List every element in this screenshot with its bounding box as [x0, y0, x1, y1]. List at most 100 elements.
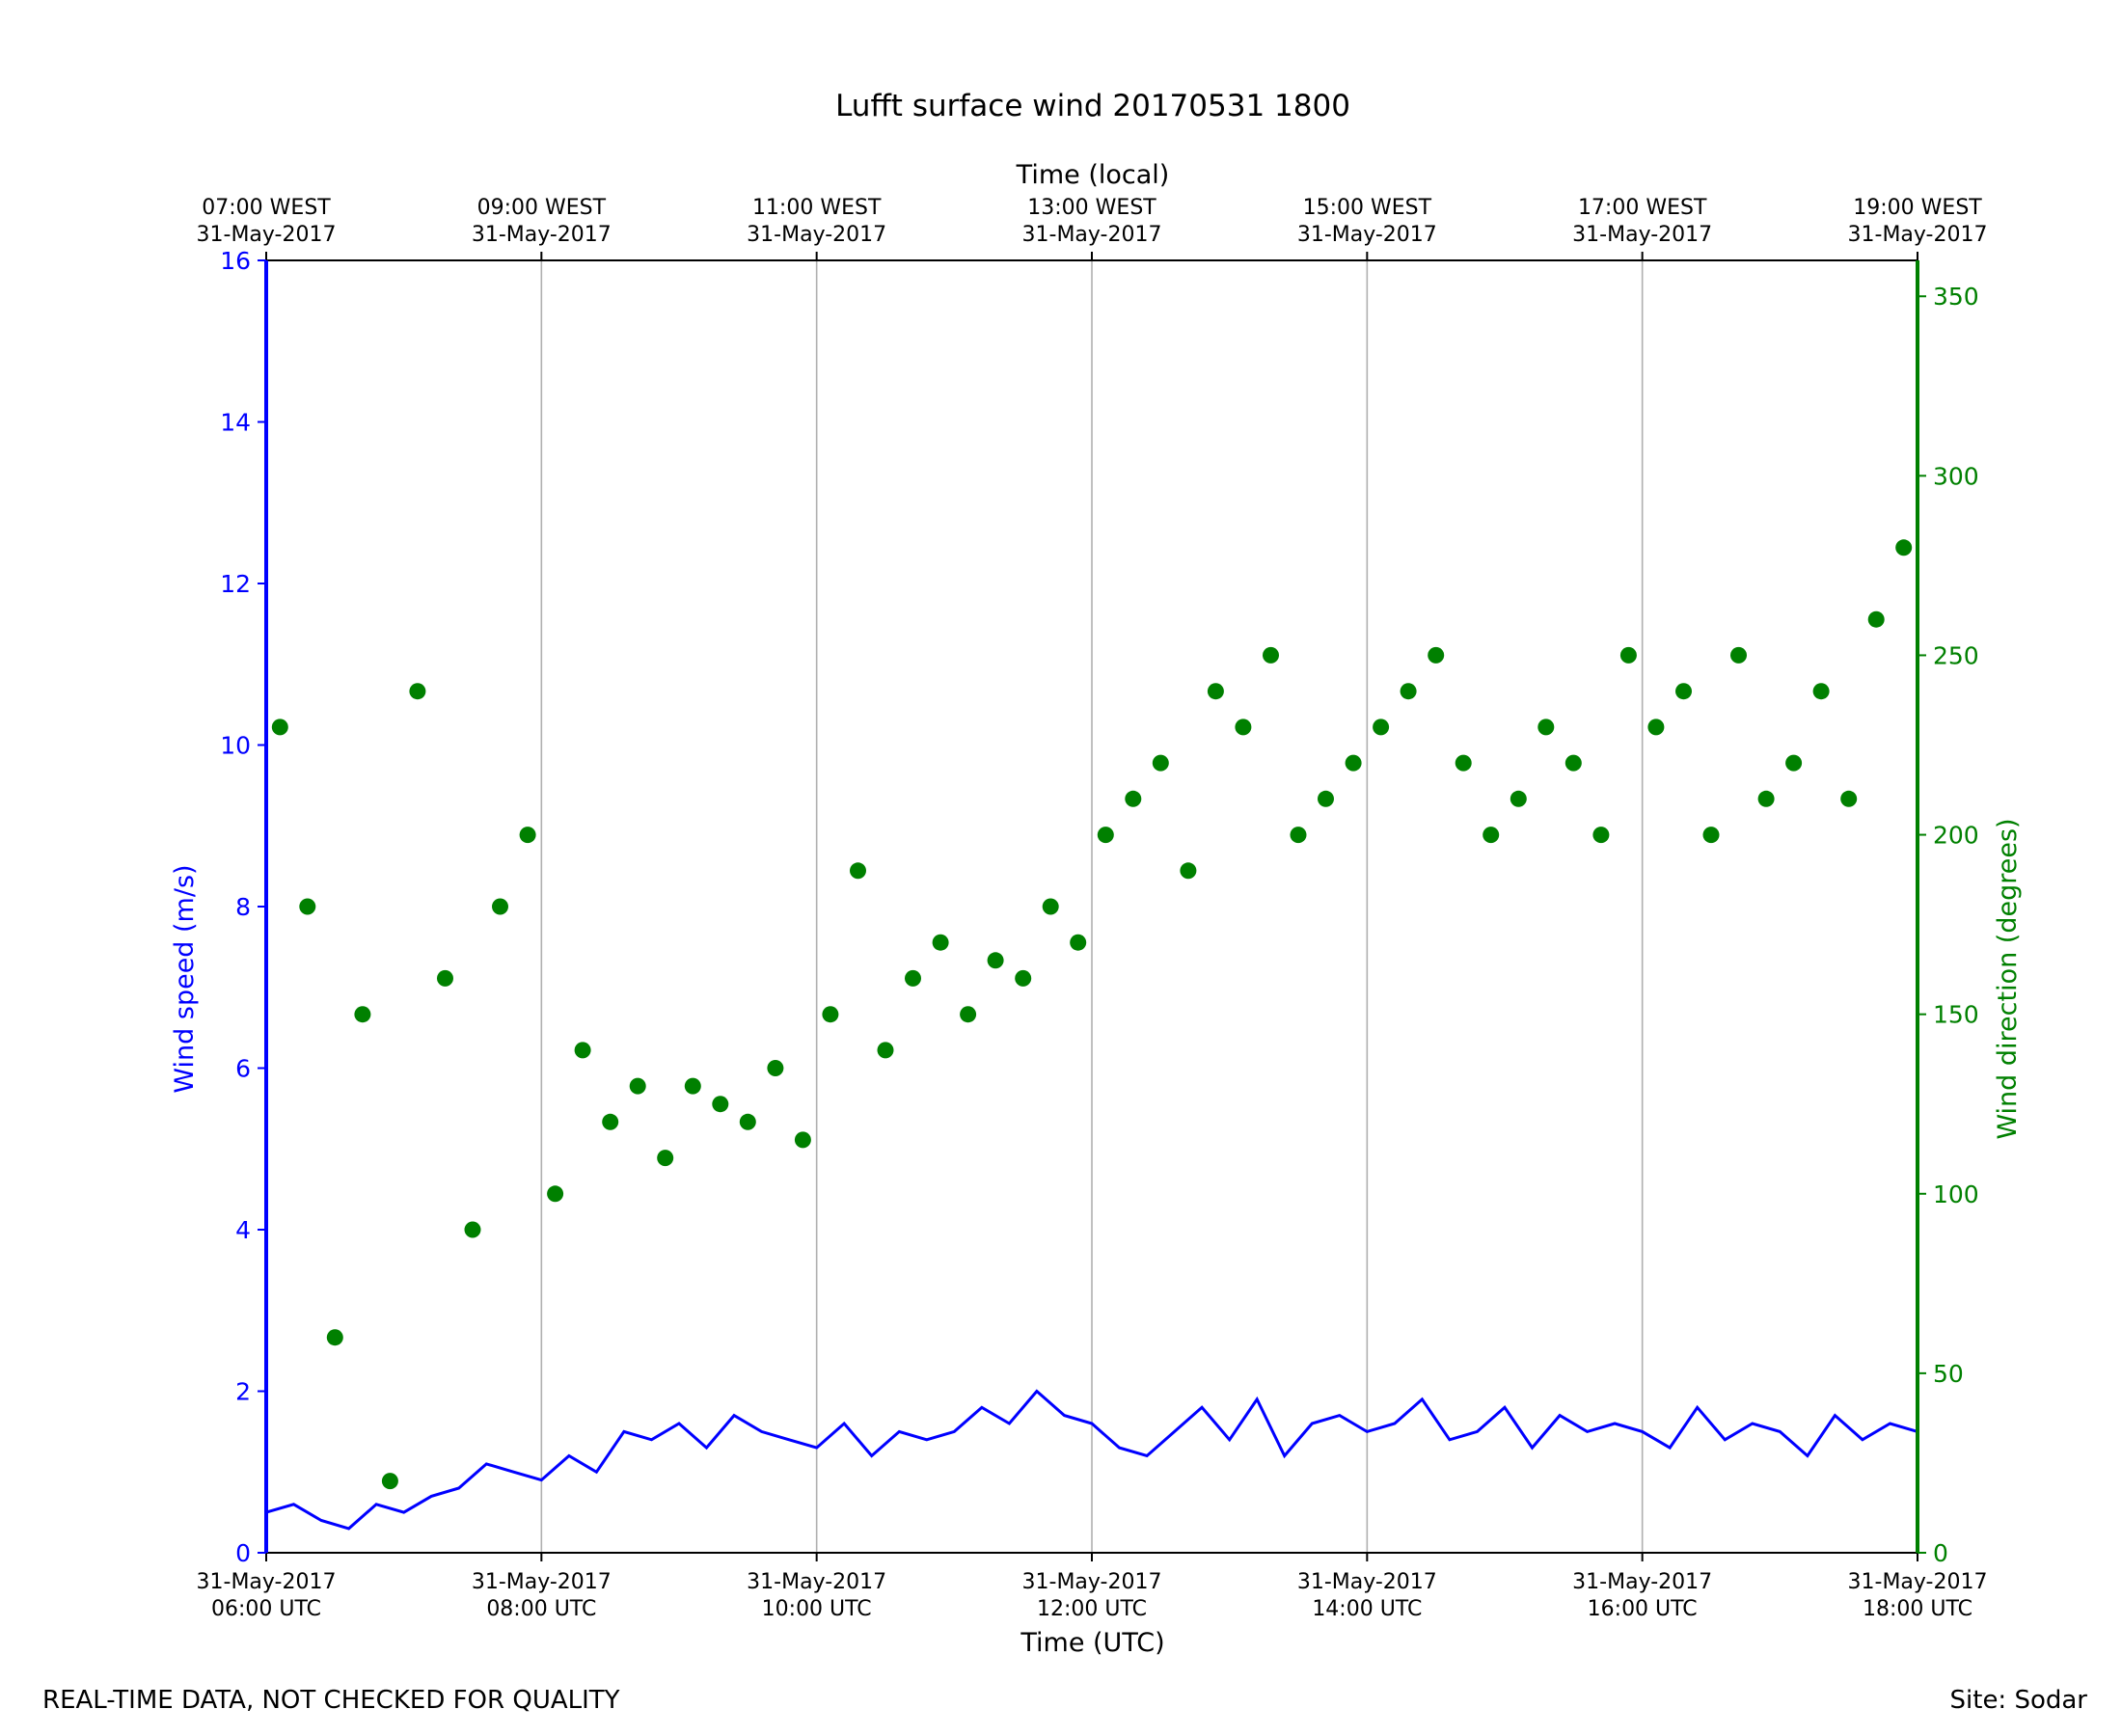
wind-direction-point [1207, 683, 1224, 700]
x-tick-label-top-time: 09:00 WEST [477, 196, 607, 220]
wind-direction-point [381, 1473, 398, 1490]
y-left-tick-label: 14 [220, 409, 251, 437]
y-right-tick-label: 0 [1933, 1539, 1948, 1567]
y-right-tick-label: 50 [1933, 1360, 1964, 1388]
wind-direction-point [1867, 610, 1885, 628]
right-axis-label: Wind direction (degrees) [1993, 818, 2023, 1139]
bottom-axis-label: Time (UTC) [1020, 1628, 1164, 1658]
y-left-tick-label: 4 [235, 1216, 251, 1244]
x-tick-label-top-time: 13:00 WEST [1027, 196, 1156, 220]
wind-direction-point [629, 1077, 646, 1095]
wind-direction-point [1400, 683, 1417, 700]
wind-direction-point [1564, 754, 1582, 772]
wind-direction-point [1619, 646, 1637, 664]
wind-direction-point [1757, 790, 1775, 807]
y-left-tick-label: 12 [220, 570, 251, 598]
y-right-tick-label: 100 [1933, 1180, 1979, 1208]
wind-direction-point [299, 898, 316, 915]
x-tick-label-bottom-time: 10:00 UTC [762, 1597, 872, 1621]
x-tick-label-bottom-date: 31-May-2017 [197, 1570, 337, 1594]
wind-direction-point [1235, 719, 1252, 736]
y-right-tick-label: 350 [1933, 283, 1979, 311]
x-tick-label-bottom-time: 08:00 UTC [486, 1597, 596, 1621]
x-tick-label-bottom-time: 14:00 UTC [1312, 1597, 1422, 1621]
x-tick-label-bottom-date: 31-May-2017 [1022, 1570, 1162, 1594]
quality-disclaimer: REAL-TIME DATA, NOT CHECKED FOR QUALITY [42, 1686, 620, 1715]
grid-lines [540, 260, 1644, 1553]
wind-direction-point [1015, 969, 1032, 987]
wind-direction-point [794, 1131, 811, 1149]
wind-direction-point [822, 1006, 839, 1023]
wind-direction-point [492, 898, 508, 915]
wind-direction-point [1318, 790, 1334, 807]
x-tick-label-top-date: 31-May-2017 [197, 223, 337, 247]
wind-direction-point [1812, 683, 1830, 700]
wind-direction-point [1070, 934, 1087, 951]
wind-direction-point [574, 1042, 591, 1059]
chart-title: Lufft surface wind 20170531 1800 [835, 89, 1350, 123]
wind-direction-point [1785, 754, 1803, 772]
x-tick-label-top-date: 31-May-2017 [1297, 223, 1437, 247]
wind-direction-point [1455, 754, 1472, 772]
wind-direction-point [850, 862, 866, 880]
wind-direction-point [1345, 754, 1362, 772]
axes-layer: 31-May-2017 06:00 UTC 07:00 WEST 31-May-201… [197, 196, 1988, 1621]
y-left-tick-label: 10 [220, 732, 251, 760]
wind-direction-point [1373, 719, 1390, 736]
y-right-tick-label: 300 [1933, 462, 1979, 490]
x-tick-label-bottom-time: 16:00 UTC [1588, 1597, 1698, 1621]
wind-direction-point [547, 1185, 564, 1203]
x-tick-label-top-date: 31-May-2017 [1572, 223, 1712, 247]
wind-direction-point [1152, 754, 1169, 772]
wind-direction-point [905, 969, 921, 987]
wind-direction-point [767, 1060, 784, 1076]
wind-direction-point [932, 934, 949, 951]
y-left-tick-label: 8 [235, 893, 251, 921]
x-tick-label-top-date: 31-May-2017 [747, 223, 886, 247]
x-tick-label-top-time: 19:00 WEST [1853, 196, 1982, 220]
site-label: Site: Sodar [1949, 1686, 2087, 1715]
wind-direction-point [602, 1113, 619, 1130]
x-tick-label-top-time: 15:00 WEST [1303, 196, 1432, 220]
x-tick-label-bottom-date: 31-May-2017 [1297, 1570, 1437, 1594]
x-tick-label-bottom-date: 31-May-2017 [1572, 1570, 1712, 1594]
wind-direction-point [1042, 898, 1059, 915]
wind-direction-point [1840, 790, 1858, 807]
wind-direction-point [1125, 790, 1142, 807]
y-right-tick-label: 200 [1933, 822, 1979, 850]
wind-direction-point [1592, 827, 1610, 844]
wind-direction-point [1675, 683, 1692, 700]
wind-direction-point [1483, 827, 1500, 844]
wind-direction-point [1895, 539, 1913, 556]
x-tick-label-top-time: 11:00 WEST [752, 196, 882, 220]
wind-direction-point [877, 1042, 894, 1059]
wind-direction-point [1263, 646, 1279, 664]
top-axis-label: Time (local) [1016, 160, 1170, 190]
y-left-tick-label: 16 [220, 247, 251, 275]
y-right-tick-label: 150 [1933, 1001, 1979, 1029]
wind-direction-point [354, 1006, 371, 1023]
wind-direction-point [271, 719, 288, 736]
y-right-tick-label: 250 [1933, 641, 1979, 669]
wind-direction-point [1647, 719, 1665, 736]
series-layer [265, 539, 1918, 1531]
wind-direction-point [684, 1077, 701, 1095]
wind-direction-point [1428, 646, 1445, 664]
wind-speed-line [265, 1389, 1918, 1531]
left-axis-label: Wind speed (m/s) [170, 864, 200, 1093]
x-tick-label-bottom-time: 06:00 UTC [211, 1597, 321, 1621]
wind-direction-point [1702, 827, 1720, 844]
wind-direction-point [1537, 719, 1555, 736]
x-tick-label-bottom-date: 31-May-2017 [472, 1570, 612, 1594]
y-left-tick-label: 2 [235, 1378, 251, 1406]
wind-direction-point [437, 969, 453, 987]
wind-direction-point [1290, 827, 1307, 844]
x-tick-label-top-time: 07:00 WEST [202, 196, 331, 220]
wind-direction-point [712, 1096, 729, 1113]
wind-direction-point [1180, 862, 1197, 880]
wind-direction-point [657, 1150, 674, 1167]
wind-direction-point [1730, 646, 1747, 664]
y-left-tick-label: 0 [235, 1539, 251, 1567]
x-tick-label-bottom-date: 31-May-2017 [747, 1570, 886, 1594]
